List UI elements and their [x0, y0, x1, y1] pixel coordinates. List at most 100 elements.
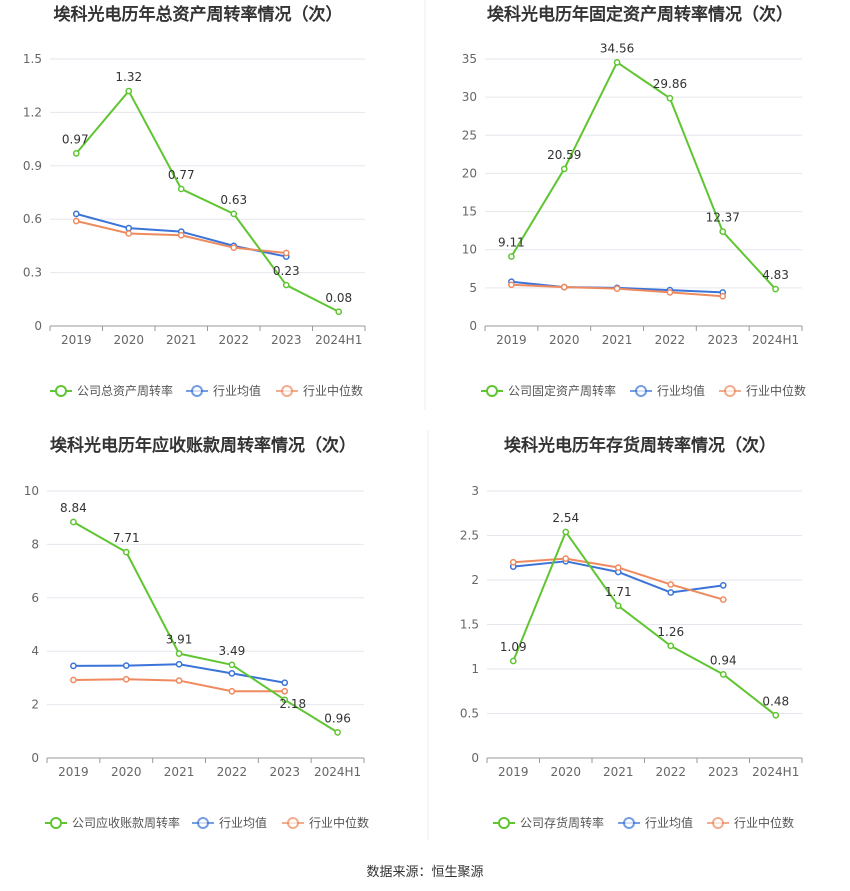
legend-label: 公司固定资产周转率 — [508, 383, 616, 398]
x-tick-label: 2024H1 — [315, 333, 362, 347]
data-point — [613, 59, 621, 66]
data-label: 0.23 — [273, 264, 300, 278]
legend-swatch-marker — [287, 817, 299, 829]
legend-item-median: 行业中位数 — [719, 383, 806, 398]
y-tick-label: 0.9 — [23, 159, 42, 173]
data-point — [719, 670, 727, 678]
chart-panel-3: 埃科光电历年应收账款周转率情况（次） 0 2 4 6 8 10 2019 2020 2021 202… — [24, 435, 369, 830]
data-point — [175, 677, 183, 684]
x-tick-label: 2022 — [655, 765, 686, 779]
data-point — [125, 87, 133, 95]
y-tick-label: 0 — [34, 319, 42, 333]
y-tick-label: 0 — [471, 751, 479, 765]
y-tick-label: 1.2 — [23, 105, 42, 119]
data-point — [614, 564, 622, 571]
series-median — [70, 675, 289, 695]
data-point — [719, 292, 727, 300]
x-tick-label: 2022 — [655, 333, 686, 347]
data-point — [335, 308, 343, 316]
legend-swatch-marker — [55, 385, 67, 397]
data-point — [281, 687, 289, 695]
series-company — [508, 59, 779, 293]
data-label: 0.94 — [710, 653, 737, 667]
y-tick-label: 0.5 — [460, 707, 479, 721]
data-point — [719, 596, 727, 603]
y-tick-label: 0.6 — [23, 212, 42, 226]
legend-item-median: 行业中位数 — [282, 815, 369, 830]
data-label: 7.71 — [113, 531, 140, 545]
data-point — [281, 696, 289, 704]
data-point — [560, 283, 568, 291]
legend-item-avg: 行业均值 — [192, 815, 267, 830]
y-tick-label: 0 — [31, 751, 39, 765]
legend-swatch-marker — [197, 817, 209, 829]
data-point — [70, 662, 77, 670]
data-point — [614, 602, 622, 610]
y-tick-label: 8 — [31, 537, 39, 551]
data-point — [122, 662, 130, 669]
data-point — [562, 528, 570, 536]
legend-label: 行业均值 — [657, 383, 705, 398]
chart-title: 埃科光电历年应收账款周转率情况（次） — [50, 435, 356, 456]
legend-swatch-marker — [635, 385, 647, 397]
x-tick-label: 2020 — [549, 333, 580, 347]
data-label: 2.54 — [552, 511, 579, 525]
series-line — [72, 521, 339, 734]
legend-swatch-marker — [724, 385, 736, 397]
data-label: 12.37 — [706, 211, 740, 225]
data-label: 0.63 — [220, 193, 247, 207]
legend-label: 行业中位数 — [734, 815, 794, 830]
data-label: 0.77 — [168, 168, 195, 182]
y-tick-label: 30 — [462, 90, 477, 104]
legend-swatch-marker — [623, 817, 635, 829]
legend-item-median: 行业中位数 — [276, 383, 363, 398]
y-tick-label: 0 — [469, 319, 477, 333]
legend-item-median: 行业中位数 — [707, 815, 794, 830]
legend-label: 公司总资产周转率 — [77, 383, 173, 398]
x-tick-label: 2019 — [496, 333, 527, 347]
data-point — [230, 244, 238, 252]
series-line — [512, 530, 777, 717]
data-point — [72, 217, 80, 225]
series-company — [72, 87, 343, 316]
data-label: 8.84 — [60, 501, 87, 515]
data-point — [175, 650, 183, 657]
data-label: 2.18 — [279, 697, 306, 711]
data-point — [509, 657, 517, 665]
y-tick-label: 1.5 — [460, 618, 479, 632]
data-point — [175, 660, 183, 668]
x-tick-label: 2021 — [164, 765, 195, 779]
data-label: 0.96 — [324, 711, 351, 725]
x-tick-label: 2020 — [113, 333, 144, 347]
legend-item-avg: 行业均值 — [630, 383, 705, 398]
x-tick-label: 2023 — [269, 765, 300, 779]
data-point — [70, 518, 77, 526]
y-tick-label: 2 — [471, 573, 479, 587]
data-point — [177, 231, 185, 239]
series-line — [510, 61, 777, 290]
data-label: 20.59 — [547, 148, 581, 162]
data-point — [667, 589, 675, 596]
data-point — [719, 228, 727, 235]
legend-item-company: 公司总资产周转率 — [50, 383, 173, 398]
legend-item-company: 公司固定资产周转率 — [481, 383, 616, 398]
y-tick-label: 10 — [24, 484, 39, 498]
data-point — [508, 253, 515, 260]
data-label: 1.09 — [500, 640, 527, 654]
legend-swatch-marker — [486, 385, 498, 397]
data-point — [122, 548, 130, 556]
data-label: 34.56 — [600, 41, 634, 55]
data-point — [177, 185, 185, 193]
data-label: 29.86 — [653, 77, 687, 91]
series-median — [508, 281, 727, 300]
data-point — [667, 581, 675, 588]
data-source-note: 数据来源：恒生聚源 — [366, 865, 484, 880]
data-point — [230, 210, 238, 218]
x-tick-label: 2021 — [603, 765, 634, 779]
data-point — [667, 642, 675, 650]
legend-label: 公司应收账款周转率 — [72, 815, 180, 830]
data-point — [282, 281, 290, 289]
y-tick-label: 6 — [31, 591, 39, 605]
x-tick-label: 2024H1 — [752, 333, 799, 347]
